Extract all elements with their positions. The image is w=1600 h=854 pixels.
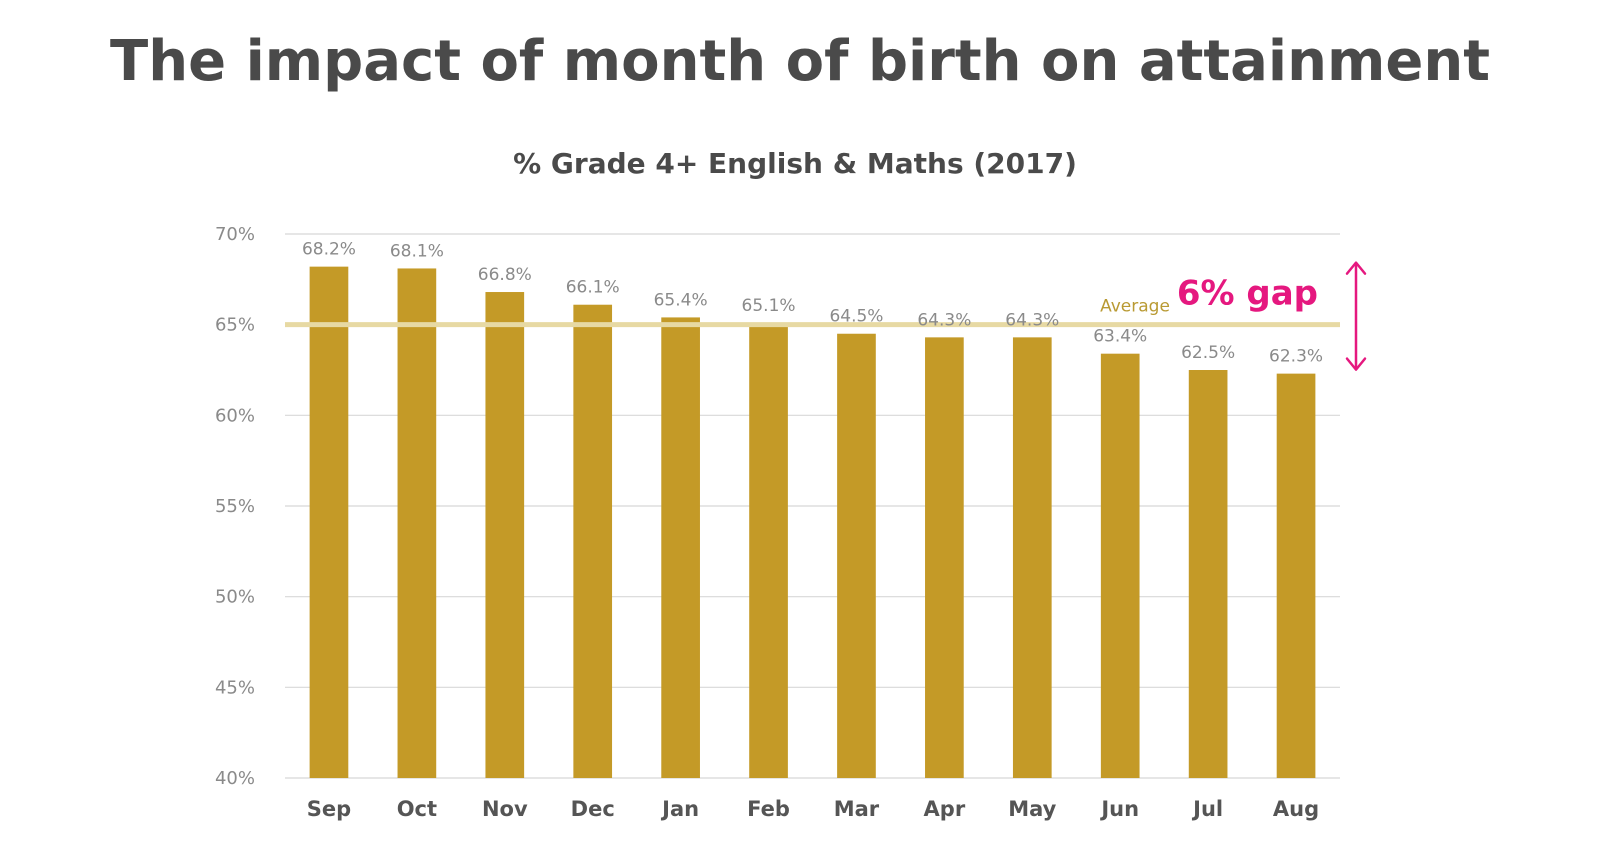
bar-oct xyxy=(397,268,437,778)
average-label: Average xyxy=(1100,297,1170,317)
x-tick-label: Apr xyxy=(924,797,966,821)
data-label: 68.2% xyxy=(302,240,356,260)
x-tick-label: Mar xyxy=(834,797,880,821)
x-tick-label: Jul xyxy=(1191,797,1223,821)
x-tick-label: Oct xyxy=(397,797,437,821)
bar-dec xyxy=(573,304,613,778)
arrow-down-icon xyxy=(1345,357,1367,371)
x-tick-label: Sep xyxy=(307,797,351,821)
data-label: 64.5% xyxy=(829,307,883,327)
y-tick-label: 65% xyxy=(215,315,255,336)
bar-feb xyxy=(749,322,788,778)
x-tick-label: Aug xyxy=(1273,797,1319,821)
y-tick-label: 60% xyxy=(215,405,255,426)
gridlines xyxy=(285,233,1340,779)
data-label: 65.4% xyxy=(654,290,708,310)
average-line-group: Average xyxy=(285,297,1340,328)
x-axis-ticks: Sep Oct Nov Dec Jan Feb Mar Apr May Jun Jul Aug xyxy=(307,797,1319,821)
y-tick-label: 50% xyxy=(215,587,255,608)
data-label: 66.8% xyxy=(478,265,532,285)
page-title: The impact of month of birth on attainme… xyxy=(110,29,1490,94)
data-label: 68.1% xyxy=(390,241,444,261)
bar-may xyxy=(1012,337,1052,778)
x-tick-label: Dec xyxy=(571,797,615,821)
y-tick-label: 40% xyxy=(215,768,255,789)
bar-mar xyxy=(837,333,876,778)
y-axis-ticks: 40% 45% 50% 55% 60% 65% 70% xyxy=(215,224,255,789)
data-label: 63.4% xyxy=(1093,327,1147,347)
x-tick-label: May xyxy=(1008,797,1056,821)
y-tick-label: 70% xyxy=(215,224,255,245)
bar-apr xyxy=(925,337,964,778)
data-label: 65.1% xyxy=(742,296,796,316)
gap-annotation: 6% gap xyxy=(1177,261,1367,371)
gap-label: 6% gap xyxy=(1177,274,1318,314)
bar-jan xyxy=(661,317,700,778)
data-label: 62.3% xyxy=(1269,347,1323,367)
x-tick-label: Nov xyxy=(482,797,528,821)
x-tick-label: Jan xyxy=(660,797,699,821)
data-label: 62.5% xyxy=(1181,343,1235,363)
data-label: 66.1% xyxy=(566,278,620,298)
y-tick-label: 45% xyxy=(215,677,255,698)
data-label: 64.3% xyxy=(1005,310,1059,330)
y-tick-label: 55% xyxy=(215,496,255,517)
x-tick-label: Jun xyxy=(1099,797,1139,821)
x-tick-label: Feb xyxy=(747,797,790,821)
bar-nov xyxy=(485,292,525,778)
bar-sep xyxy=(309,266,349,778)
bar-jun xyxy=(1100,353,1140,778)
bars xyxy=(309,266,1316,778)
bar-jul xyxy=(1188,370,1228,778)
arrow-up-icon xyxy=(1345,261,1367,275)
bar-aug xyxy=(1276,373,1316,778)
data-labels: 68.2% 68.1% 66.8% 66.1% 65.4% 65.1% 64.5% 64.3%… xyxy=(302,240,1323,367)
data-label: 64.3% xyxy=(917,310,971,330)
chart-title: % Grade 4+ English & Maths (2017) xyxy=(513,147,1077,180)
